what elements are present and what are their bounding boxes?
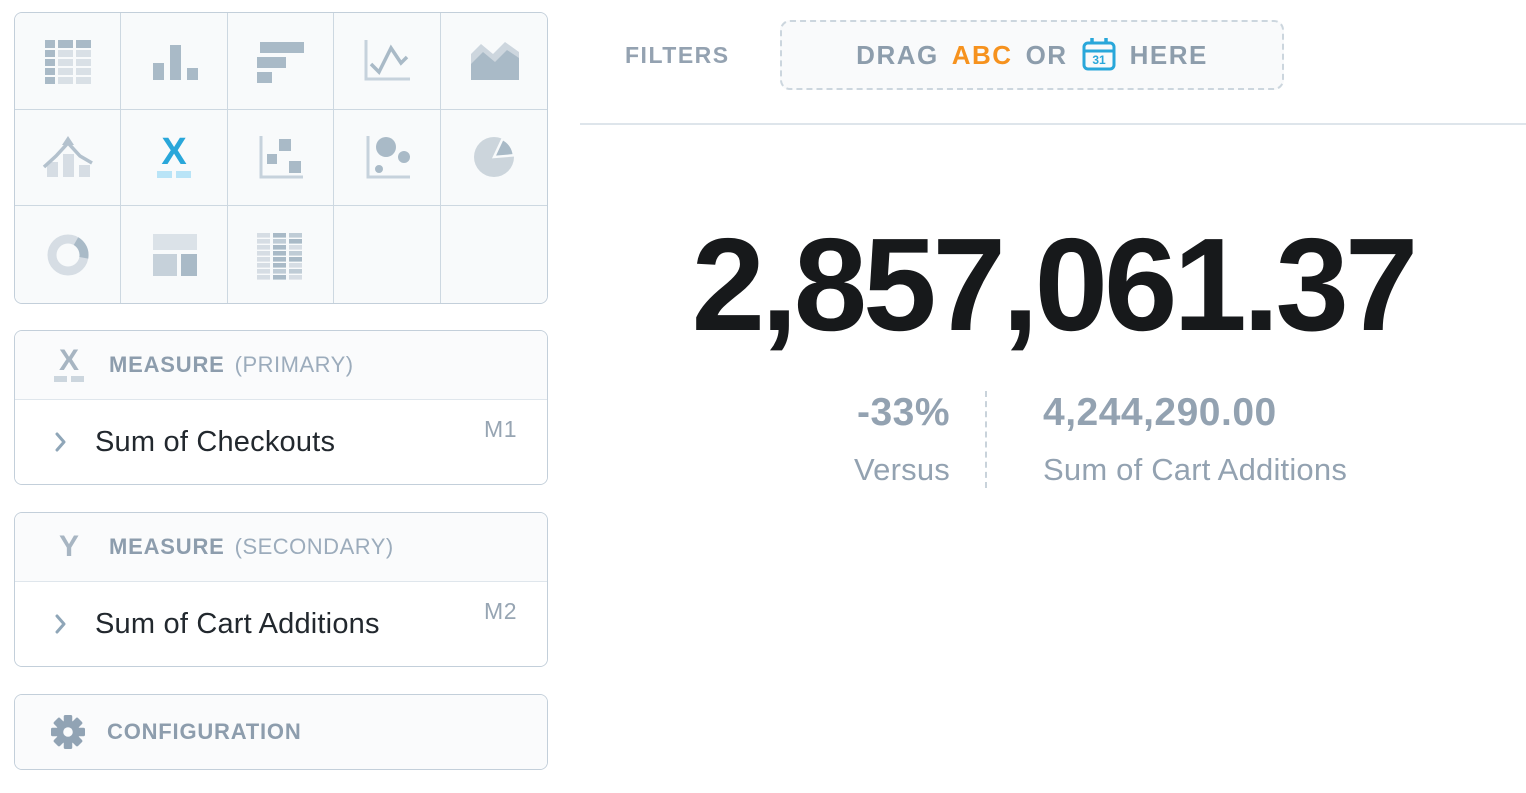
chart-type-bubble[interactable] bbox=[334, 109, 441, 207]
treemap-icon bbox=[153, 233, 198, 276]
drop-zone-drag-text: DRAG bbox=[856, 39, 939, 70]
kpi-comparison-value-block: 4,244,290.00 Sum of Cart Additions bbox=[1043, 391, 1347, 488]
chart-type-kpi[interactable]: X bbox=[121, 109, 228, 207]
chart-type-area[interactable] bbox=[440, 13, 547, 110]
kpi-percent-change: -33% bbox=[856, 391, 950, 434]
table-icon bbox=[44, 39, 91, 84]
measure-primary-badge: M1 bbox=[484, 416, 517, 442]
visualization-pane: FILTERS DRAG ABC OR 31 HERE 2,857,061.37… bbox=[580, 0, 1526, 488]
chart-type-combo[interactable] bbox=[15, 109, 122, 207]
svg-text:X: X bbox=[59, 344, 79, 377]
filter-drop-zone[interactable]: DRAG ABC OR 31 HERE bbox=[780, 20, 1284, 90]
measure-primary-field-row[interactable]: Sum of Checkouts M1 bbox=[15, 400, 547, 484]
measure-primary-title: MEASURE bbox=[109, 352, 225, 377]
measure-secondary-title: MEASURE bbox=[109, 534, 225, 559]
measure-secondary-badge: M2 bbox=[484, 598, 517, 624]
svg-text:31: 31 bbox=[1092, 53, 1106, 67]
chart-type-table[interactable] bbox=[15, 13, 122, 110]
x-axis-icon: X bbox=[54, 344, 84, 382]
measure-secondary-header[interactable]: Y MEASURE (SECONDARY) bbox=[15, 513, 547, 582]
chart-type-line[interactable] bbox=[334, 13, 441, 110]
horizontal-bar-chart-icon bbox=[257, 41, 305, 83]
kpi-comparison-row: -33% Versus 4,244,290.00 Sum of Cart Add… bbox=[580, 391, 1526, 488]
line-chart-icon bbox=[364, 39, 410, 81]
kpi-icon: X bbox=[157, 131, 192, 179]
calendar-icon: 31 bbox=[1082, 38, 1116, 71]
filters-label: FILTERS bbox=[625, 42, 730, 68]
chart-type-donut[interactable] bbox=[15, 206, 122, 303]
chart-builder-sidebar: X bbox=[14, 12, 548, 770]
gear-icon bbox=[51, 715, 85, 749]
chevron-right-icon bbox=[55, 432, 66, 452]
area-chart-icon bbox=[470, 41, 519, 80]
chart-type-treemap[interactable] bbox=[121, 206, 228, 303]
chart-type-empty-2 bbox=[440, 206, 547, 303]
drop-zone-here-text: HERE bbox=[1129, 39, 1208, 70]
kpi-primary-value: 2,857,061.37 bbox=[691, 211, 1419, 358]
measure-primary-header[interactable]: X MEASURE (PRIMARY) bbox=[15, 331, 547, 400]
kpi-percent-label: Versus bbox=[854, 452, 950, 487]
chart-type-horizontal-bar[interactable] bbox=[227, 13, 335, 110]
bar-chart-icon bbox=[153, 44, 199, 80]
chart-type-scatter[interactable] bbox=[227, 109, 335, 207]
configuration-label: CONFIGURATION bbox=[107, 719, 302, 744]
drop-zone-or-text: OR bbox=[1025, 39, 1068, 70]
scatter-plot-icon bbox=[259, 136, 304, 179]
measure-secondary-field-row[interactable]: Sum of Cart Additions M2 bbox=[15, 582, 547, 666]
configuration-panel: CONFIGURATION bbox=[14, 694, 548, 770]
kpi-comparison-percent-block: -33% Versus bbox=[580, 391, 950, 488]
donut-chart-icon bbox=[47, 234, 89, 276]
kpi-secondary-value: 4,244,290.00 bbox=[1043, 391, 1277, 434]
chart-type-bar[interactable] bbox=[121, 13, 228, 110]
comparison-divider bbox=[985, 391, 987, 488]
combo-chart-icon bbox=[42, 136, 93, 178]
svg-text:Y: Y bbox=[59, 530, 79, 563]
svg-text:X: X bbox=[161, 131, 187, 173]
chevron-right-icon bbox=[55, 614, 66, 634]
kpi-secondary-label: Sum of Cart Additions bbox=[1043, 452, 1348, 487]
chart-type-pie[interactable] bbox=[440, 109, 547, 207]
measure-secondary-field: Sum of Cart Additions bbox=[95, 607, 380, 640]
measure-primary-field: Sum of Checkouts bbox=[95, 425, 336, 458]
measure-primary-qualifier: (PRIMARY) bbox=[234, 352, 354, 377]
chart-type-empty-1 bbox=[334, 206, 441, 303]
y-axis-icon: Y bbox=[59, 530, 79, 563]
pie-chart-icon bbox=[473, 137, 516, 178]
chart-type-pivot-table[interactable] bbox=[227, 206, 335, 303]
pivot-table-icon bbox=[257, 232, 303, 280]
filters-bar: FILTERS DRAG ABC OR 31 HERE bbox=[580, 0, 1526, 125]
measure-secondary-qualifier: (SECONDARY) bbox=[234, 534, 394, 559]
configuration-header[interactable]: CONFIGURATION bbox=[15, 695, 547, 769]
bubble-chart-icon bbox=[366, 136, 410, 179]
attribute-abc-icon: ABC bbox=[951, 39, 1013, 70]
measure-secondary-panel: Y MEASURE (SECONDARY) Sum of Cart Additi… bbox=[14, 512, 548, 667]
chart-type-picker: X bbox=[14, 12, 548, 304]
measure-primary-panel: X MEASURE (PRIMARY) Sum of Checkouts M1 bbox=[14, 330, 548, 485]
